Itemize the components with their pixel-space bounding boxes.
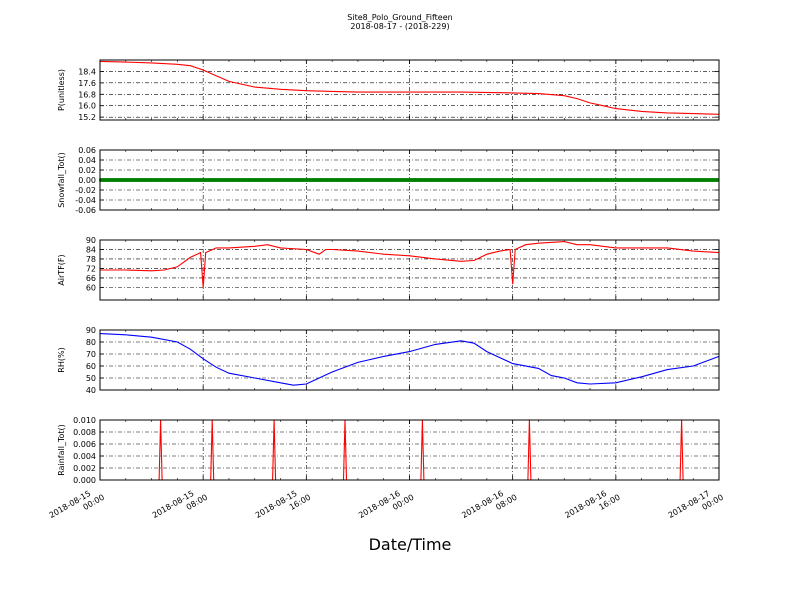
y-axis-label: Snowfall_Tot() (57, 152, 66, 208)
y-tick-label: -0.04 (75, 196, 96, 205)
plot-frame (99, 419, 720, 481)
y-tick-label: 90 (86, 236, 96, 245)
x-tick-label: 2018-08-1508:00 (151, 484, 209, 529)
chart-subtitle: 2018-08-17 - (2018-229) (350, 22, 449, 31)
y-tick-label: 84 (86, 245, 96, 254)
y-tick-label: 18.4 (78, 67, 96, 76)
chart-title: Site8_Polo_Ground_Fifteen (347, 13, 452, 22)
x-tick-label: 2018-08-1516:00 (254, 484, 312, 529)
x-tick-label: 2018-08-1700:00 (667, 484, 725, 529)
series-line (99, 60, 720, 115)
x-axis-label: Date/Time (369, 535, 452, 554)
x-tick-label: 2018-08-1600:00 (357, 484, 415, 529)
y-tick-label: 16.8 (78, 90, 96, 99)
subplot-panels: 15.216.016.817.618.4P(unitless)-0.06-0.0… (57, 59, 720, 485)
y-tick-label: 0.000 (73, 476, 96, 485)
series-line (100, 241, 720, 288)
y-tick-label: 0.002 (73, 464, 96, 473)
subplot-1: -0.06-0.04-0.020.000.020.040.06 Snowfall_… (57, 146, 720, 215)
y-axis-label: P(unitless) (57, 69, 66, 111)
y-tick-label: 0.04 (78, 156, 96, 165)
y-tick-label: 0.004 (73, 452, 96, 461)
y-tick-label: 60 (86, 283, 96, 292)
y-axis-label: Rainfall_Tot() (57, 424, 66, 476)
x-tick-label: 2018-08-1608:00 (460, 484, 518, 529)
plot-frame (99, 329, 720, 391)
y-tick-label: 0.00 (78, 176, 96, 185)
y-tick-label: 0.008 (73, 428, 96, 437)
plot-frame (99, 149, 720, 211)
y-tick-label: 60 (86, 362, 96, 371)
data-point (715, 178, 719, 182)
y-tick-label: 70 (86, 350, 96, 359)
y-tick-label: 50 (86, 374, 96, 383)
y-tick-label: 0.006 (73, 440, 96, 449)
y-tick-label: 90 (86, 326, 96, 335)
subplot-3: 40 50 60 70 80 90 RH(%) (57, 326, 720, 395)
subplot-0: 15.2 16.0 16.8 17.6 18.4 P(unitless) (57, 59, 720, 122)
subplot-4: 0.000 0.002 0.004 0.006 0.008 0.010 Rainfall_T… (57, 416, 720, 485)
y-tick-label: -0.06 (75, 206, 96, 215)
y-tick-label: 66 (86, 274, 96, 283)
y-tick-label: 78 (86, 255, 96, 264)
y-tick-label: 40 (86, 386, 96, 395)
y-tick-label: 16.0 (78, 102, 96, 111)
x-tick-label: 2018-08-1616:00 (563, 484, 621, 529)
x-tick-label: 2018-08-1500:00 (48, 484, 106, 529)
y-tick-label: 15.2 (78, 113, 96, 122)
y-axis-label: AirTF(F) (57, 254, 66, 285)
x-tick-labels: 2018-08-1500:00 2018-08-1508:00 2018-08-15… (48, 484, 725, 529)
series-line (99, 333, 720, 386)
y-tick-label: 0.02 (78, 166, 96, 175)
y-tick-label: 0.010 (73, 416, 96, 425)
plot-frame (99, 239, 720, 301)
plot-frame (99, 59, 720, 121)
y-tick-label: 80 (86, 338, 96, 347)
y-tick-label: -0.02 (75, 186, 96, 195)
y-tick-label: 72 (86, 264, 96, 273)
y-tick-label: 0.06 (78, 146, 96, 155)
y-axis-label: RH(%) (57, 347, 66, 372)
y-tick-label: 17.6 (78, 79, 96, 88)
